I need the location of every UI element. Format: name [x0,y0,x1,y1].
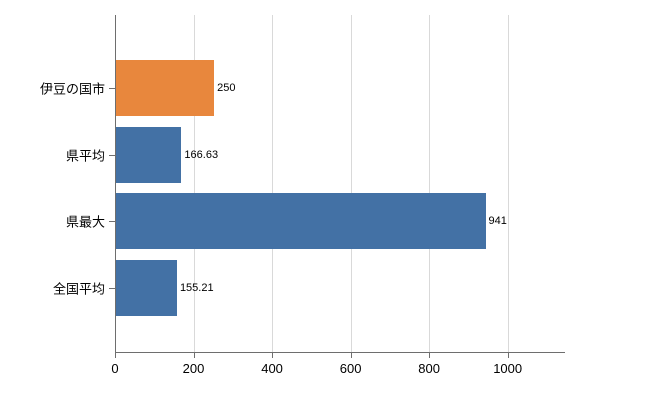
x-axis-line [115,352,565,353]
category-label-2: 県平均 [65,148,105,164]
gridline-x-1000 [507,15,509,352]
bar-4[interactable] [116,260,177,317]
x-axis-tick [429,353,431,358]
x-axis-tick-label: 0 [111,361,119,376]
x-axis-tick [350,353,352,358]
category-label-4: 全国平均 [52,281,105,297]
y-axis-tick [109,288,115,290]
gridline-x-800 [429,15,431,352]
y-axis-tick [109,88,115,89]
gridline-x-400 [272,15,274,352]
gridline-x-600 [350,15,352,352]
y-axis-line [115,15,116,352]
x-axis-tick [272,353,274,358]
x-axis-tick-label: 1000 [493,361,523,376]
bar-1[interactable] [116,60,215,116]
category-label-3: 県最大 [65,214,105,230]
x-axis-tick [507,353,509,358]
gridline-x-200 [193,15,195,352]
y-axis-tick [109,154,115,156]
value-label-1: 250 [217,82,236,94]
bar-3[interactable] [116,193,486,250]
value-label-2: 166.63 [184,148,219,161]
x-axis-tick-label: 200 [182,361,205,376]
value-label-4: 155.21 [179,282,214,295]
x-axis-tick-label: 400 [261,361,283,376]
bar-2[interactable] [116,126,182,183]
value-label-3: 941 [488,215,507,228]
x-axis-tick [115,353,116,358]
x-axis-tick [193,353,195,358]
y-axis-tick [109,221,115,223]
x-axis-tick-label: 600 [339,361,362,376]
x-axis-tick-label: 800 [418,361,440,376]
category-label-1: 伊豆の国市 [39,81,105,97]
